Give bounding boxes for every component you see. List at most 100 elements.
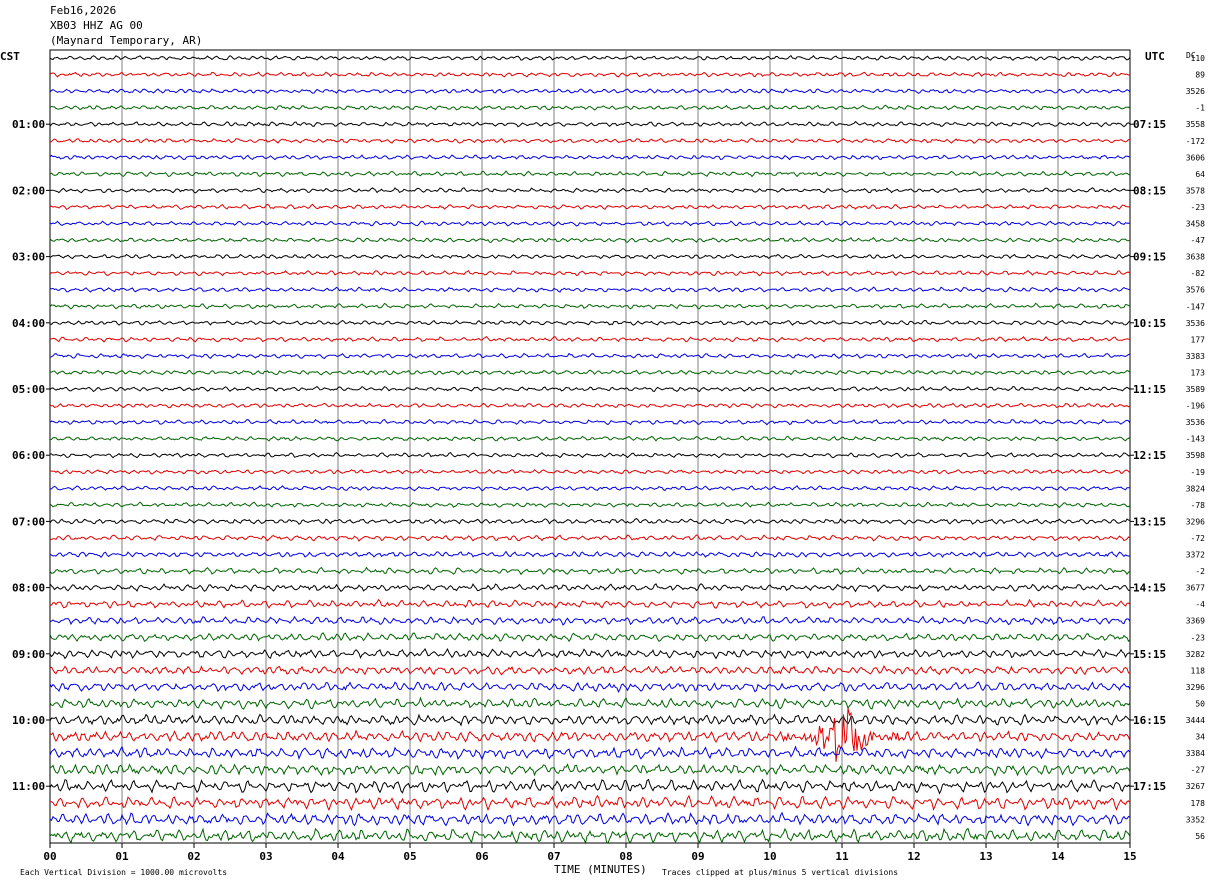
trace-row bbox=[49, 794, 1131, 812]
dc-offset-label: -47 bbox=[1191, 236, 1206, 245]
left-hour-label: 05:00 bbox=[12, 383, 45, 396]
dc-offset-label: -1 bbox=[1195, 104, 1205, 113]
x-tick-label: 00 bbox=[43, 850, 56, 863]
x-tick-label: 08 bbox=[619, 850, 632, 863]
right-timezone-label: UTC bbox=[1145, 50, 1165, 63]
trace-row bbox=[49, 335, 1131, 343]
x-tick-label: 04 bbox=[331, 850, 345, 863]
left-timezone-label: CST bbox=[0, 50, 20, 63]
dc-offset-label: 3296 bbox=[1186, 517, 1205, 526]
x-tick-label: 10 bbox=[763, 850, 776, 863]
trace-row bbox=[49, 501, 1131, 509]
x-tick-label: 15 bbox=[1123, 850, 1136, 863]
dc-offset-label: 3384 bbox=[1186, 749, 1205, 758]
dc-offset-label: 3576 bbox=[1186, 286, 1205, 295]
x-tick-label: 14 bbox=[1051, 850, 1065, 863]
trace-row bbox=[49, 120, 1131, 128]
header-station: XB03 HHZ AG 00 bbox=[50, 19, 143, 32]
dc-offset-label: 3606 bbox=[1186, 153, 1205, 162]
trace-row bbox=[49, 763, 1131, 777]
right-hour-label: 13:15 bbox=[1133, 515, 1166, 528]
trace-row bbox=[49, 648, 1131, 660]
right-hour-label: 15:15 bbox=[1133, 648, 1166, 661]
dc-offset-label: 177 bbox=[1191, 335, 1206, 344]
dc-offset-label: -147 bbox=[1186, 302, 1205, 311]
left-hour-label: 03:00 bbox=[12, 251, 45, 264]
header-date: Feb16,2026 bbox=[50, 4, 117, 17]
trace-row bbox=[49, 696, 1131, 711]
trace-row bbox=[49, 319, 1131, 326]
trace-row bbox=[49, 203, 1131, 211]
trace-row bbox=[49, 827, 1131, 845]
dc-offset-label: 3638 bbox=[1186, 253, 1205, 262]
x-tick-label: 02 bbox=[187, 850, 200, 863]
header-location: (Maynard Temporary, AR) bbox=[50, 34, 203, 47]
trace-row bbox=[49, 385, 1131, 393]
dc-offset-label: 3282 bbox=[1186, 650, 1205, 659]
trace-row bbox=[49, 435, 1131, 442]
trace-row bbox=[49, 220, 1131, 227]
x-tick-label: 13 bbox=[979, 850, 992, 863]
trace-row bbox=[50, 369, 1131, 376]
dc-offset-label: 3558 bbox=[1186, 120, 1205, 129]
clip-note: Traces clipped at plus/minus 5 vertical … bbox=[662, 868, 899, 877]
x-axis-label: TIME (MINUTES) bbox=[554, 863, 647, 876]
dc-offset-label: -78 bbox=[1191, 501, 1206, 510]
x-tick-label: 06 bbox=[475, 850, 489, 863]
trace-row bbox=[49, 402, 1131, 409]
dc-offset-label: -82 bbox=[1191, 269, 1206, 278]
dc-label: DC bbox=[1186, 51, 1196, 60]
trace-row bbox=[49, 104, 1131, 111]
x-tick-label: 11 bbox=[835, 850, 849, 863]
dc-offset-label: 56 bbox=[1195, 832, 1205, 841]
right-hour-label: 10:15 bbox=[1133, 317, 1166, 330]
dc-offset-label: -23 bbox=[1191, 203, 1206, 212]
trace-row bbox=[49, 534, 1131, 542]
plot-frame bbox=[49, 49, 1131, 844]
dc-offset-label: 3589 bbox=[1186, 385, 1205, 394]
trace-row bbox=[49, 583, 1131, 593]
x-tick-label: 01 bbox=[115, 850, 129, 863]
scale-note: Each Vertical Division = 1000.00 microvo… bbox=[20, 868, 228, 877]
dc-offset-label: 110 bbox=[1191, 54, 1206, 63]
left-hour-label: 07:00 bbox=[12, 515, 45, 528]
left-hour-label: 08:00 bbox=[12, 582, 45, 595]
trace-row bbox=[49, 681, 1131, 693]
trace-row bbox=[49, 187, 1131, 194]
dc-offset-label: -27 bbox=[1191, 766, 1206, 775]
trace-row bbox=[49, 137, 1131, 144]
trace-row bbox=[49, 71, 1131, 78]
trace-row bbox=[49, 154, 1131, 161]
trace-row bbox=[49, 518, 1131, 525]
left-hour-label: 04:00 bbox=[12, 317, 45, 330]
dc-offset-label: -23 bbox=[1191, 633, 1206, 642]
right-hour-label: 12:15 bbox=[1133, 449, 1166, 462]
dc-offset-label: 3444 bbox=[1186, 716, 1205, 725]
trace-row bbox=[49, 170, 1131, 178]
dc-offset-label: 3267 bbox=[1186, 782, 1205, 791]
x-tick-label: 09 bbox=[691, 850, 704, 863]
right-hour-label: 09:15 bbox=[1133, 251, 1166, 264]
trace-row bbox=[49, 615, 1131, 626]
dc-offset-label: 178 bbox=[1191, 799, 1206, 808]
right-hour-label: 07:15 bbox=[1133, 118, 1166, 131]
dc-offset-label: -4 bbox=[1195, 600, 1205, 609]
dc-offset-label: 3598 bbox=[1186, 451, 1205, 460]
left-hour-label: 01:00 bbox=[12, 118, 45, 131]
trace-row bbox=[49, 352, 1131, 360]
trace-row bbox=[49, 550, 1131, 559]
dc-offset-label: -143 bbox=[1186, 435, 1205, 444]
left-hour-label: 09:00 bbox=[12, 648, 45, 661]
dc-offset-label: 50 bbox=[1195, 699, 1205, 708]
right-hour-label: 17:15 bbox=[1133, 780, 1166, 793]
trace-row bbox=[49, 811, 1131, 827]
trace-row bbox=[49, 236, 1131, 243]
dc-offset-label: 3296 bbox=[1186, 683, 1205, 692]
dc-offset-label: 3369 bbox=[1186, 617, 1205, 626]
trace-row bbox=[49, 418, 1131, 426]
trace-row bbox=[49, 745, 1131, 761]
left-hour-label: 10:00 bbox=[12, 714, 45, 727]
trace-row bbox=[49, 253, 1131, 260]
dc-offset-label: 64 bbox=[1195, 170, 1205, 179]
dc-offset-label: -72 bbox=[1191, 534, 1206, 543]
